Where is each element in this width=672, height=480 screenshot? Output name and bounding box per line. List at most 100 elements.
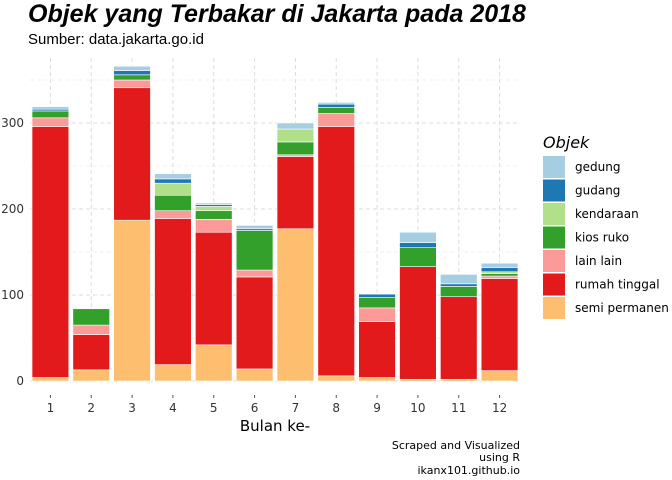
bar-segment-kios-ruko-4 (154, 194, 192, 212)
x-tick-label: 4 (169, 401, 177, 415)
x-tick-label: 9 (373, 401, 381, 415)
bar-segment-lain-lain-3 (113, 79, 151, 89)
bar-segment-lain-lain-6 (235, 269, 274, 278)
x-tick-label: 3 (128, 401, 136, 415)
x-tick-label: 2 (87, 401, 95, 415)
legend-label-gudang: gudang (575, 184, 620, 198)
bar-segment-kendaraan-7 (276, 128, 315, 143)
legend-swatch-gedung (543, 156, 565, 178)
bar-segment-rumah-tinggal-4 (154, 218, 192, 365)
bar-segment-rumah-tinggal-2 (72, 334, 110, 371)
bar-segment-lain-lain-2 (72, 324, 110, 335)
bar-segment-gedung-3 (113, 65, 151, 71)
caption-line-3: ikanx101.github.io (417, 464, 520, 477)
caption-line-2: using R (479, 451, 520, 464)
bar-segment-gedung-10 (399, 231, 437, 243)
bar-segment-rumah-tinggal-11 (440, 296, 478, 380)
bar-segment-gudang-9 (358, 293, 396, 298)
x-tick-label: 7 (292, 401, 300, 415)
bar-segment-kios-ruko-9 (358, 297, 396, 309)
x-tick-label: 5 (210, 401, 218, 415)
bar-segment-lain-lain-5 (195, 219, 233, 233)
bars (31, 65, 519, 382)
bar-segment-rumah-tinggal-9 (358, 321, 396, 378)
legend-label-rumah-tinggal: rumah tinggal (575, 278, 660, 292)
legend-label-kios-ruko: kios ruko (575, 231, 629, 245)
legend-title: Objek (543, 133, 590, 152)
bar-segment-kendaraan-4 (154, 182, 192, 196)
x-axis-ticks: 1 2 3 4 5 6 7 8 9 10 11 12 (47, 395, 507, 415)
bar-segment-kios-ruko-2 (72, 308, 110, 326)
chart-title: Objek yang Terbakar di Jakarta pada 2018 (28, 0, 526, 28)
legend-swatch-kendaraan (543, 203, 565, 225)
bar-segment-gedung-6 (235, 225, 274, 230)
y-tick-label: 100 (1, 288, 24, 302)
legend-swatch-rumah-tinggal (543, 273, 565, 296)
x-tick-label: 12 (492, 401, 507, 415)
x-tick-label: 6 (251, 401, 259, 415)
caption-line-1: Scraped and Visualized (392, 439, 520, 452)
bar-segment-semi-permanen-3 (113, 219, 151, 382)
bar-segment-gudang-10 (399, 242, 437, 248)
legend-label-kendaraan: kendaraan (575, 207, 639, 221)
bar-segment-gudang-12 (480, 267, 519, 273)
bar-segment-kendaraan-5 (195, 206, 233, 212)
bar-segment-gudang-11 (440, 283, 478, 287)
bar-segment-rumah-tinggal-5 (195, 231, 233, 346)
bar-segment-gedung-11 (440, 274, 478, 285)
x-tick-label: 10 (410, 401, 425, 415)
bar-segment-lain-lain-12 (480, 275, 519, 279)
bar-segment-gedung-12 (480, 262, 519, 268)
bar-segment-rumah-tinggal-8 (317, 126, 355, 377)
bar-segment-kios-ruko-3 (113, 74, 151, 81)
bar-segment-rumah-tinggal-7 (276, 156, 315, 230)
bar-segment-kios-ruko-1 (31, 110, 70, 119)
x-tick-label: 11 (451, 401, 466, 415)
chart-subtitle: Sumber: data.jakarta.go.id (28, 31, 204, 48)
legend-label-lain-lain: lain lain (575, 254, 622, 268)
legend-swatch-kios-ruko (543, 226, 565, 249)
bar-segment-rumah-tinggal-1 (31, 126, 70, 378)
bar-segment-semi-permanen-9 (358, 377, 396, 382)
bar-segment-gedung-7 (276, 122, 315, 130)
bar-segment-lain-lain-4 (154, 210, 192, 219)
bar-segment-rumah-tinggal-6 (235, 276, 274, 370)
y-tick-label: 0 (16, 374, 24, 388)
bar-segment-lain-lain-9 (358, 307, 396, 322)
bar-segment-kios-ruko-10 (399, 247, 437, 267)
bar-segment-rumah-tinggal-12 (480, 278, 519, 371)
bar-segment-gedung-1 (31, 106, 70, 110)
bar-segment-kios-ruko-7 (276, 141, 315, 156)
bar-segment-kios-ruko-6 (235, 230, 274, 271)
bar-segment-semi-permanen-2 (72, 369, 110, 382)
bar-segment-gedung-4 (154, 173, 192, 180)
bar-segment-semi-permanen-1 (31, 377, 70, 382)
bar-segment-gudang-8 (317, 103, 355, 108)
legend-swatch-gudang (543, 179, 565, 202)
bar-segment-lain-lain-8 (317, 113, 355, 127)
bar-segment-gedung-8 (317, 102, 355, 105)
legend-swatch-semi-permanen (543, 297, 565, 319)
bar-segment-semi-permanen-7 (276, 228, 315, 382)
legend-label-semi-permanen: semi permanen (575, 301, 669, 315)
bar-segment-gedung-5 (195, 202, 233, 205)
y-tick-label: 300 (1, 116, 24, 130)
bar-segment-kios-ruko-11 (440, 286, 478, 298)
bar-segment-rumah-tinggal-3 (113, 87, 151, 221)
bar-segment-semi-permanen-4 (154, 364, 192, 382)
legend-swatch-lain-lain (543, 250, 565, 272)
bar-segment-gudang-4 (154, 178, 192, 184)
bar-segment-semi-permanen-6 (235, 368, 274, 382)
x-tick-label: 1 (47, 401, 55, 415)
y-tick-label: 200 (1, 202, 24, 216)
legend-label-gedung: gedung (575, 160, 620, 174)
bar-segment-kios-ruko-5 (195, 210, 233, 220)
bar-segment-kios-ruko-8 (317, 107, 355, 114)
legend: Objek gedung gudang kendaraan kios ruko lain… (543, 133, 669, 319)
y-axis-ticks: 0 100 200 300 (1, 116, 24, 388)
bar-segment-lain-lain-1 (31, 117, 70, 127)
bar-segment-semi-permanen-5 (195, 344, 233, 382)
x-axis-label: Bulan ke- (240, 417, 310, 435)
bar-segment-kios-ruko-12 (480, 273, 519, 277)
